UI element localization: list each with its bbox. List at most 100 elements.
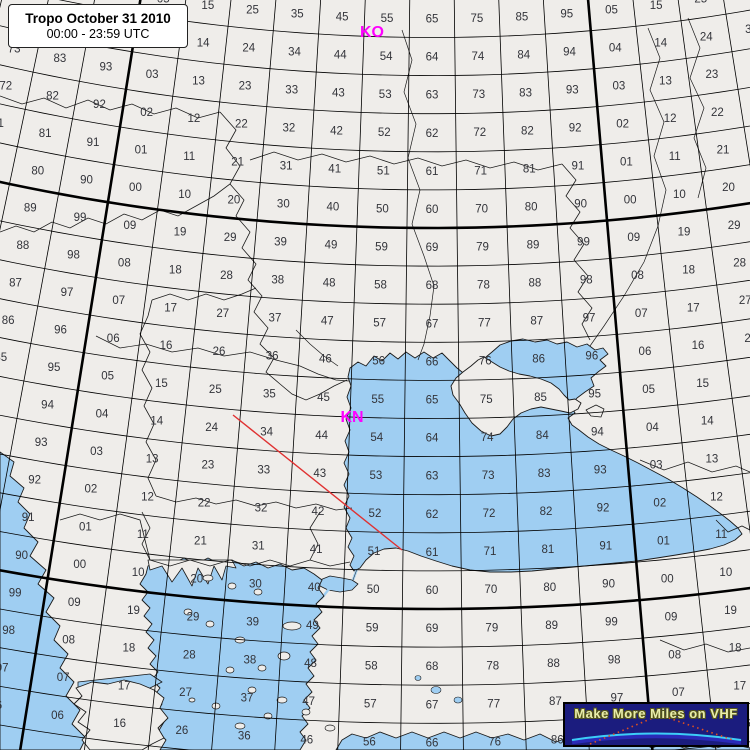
grid-cell-label: 24	[205, 422, 218, 434]
logo-horizon-under	[571, 733, 742, 745]
grid-cell-label: 41	[310, 544, 323, 556]
title-date: Tropo October 31 2010	[25, 11, 171, 26]
grid-cell-label: 00	[624, 194, 637, 206]
grid-cell-label: 96	[54, 325, 67, 337]
grid-cell-label: 27	[739, 295, 750, 307]
grid-cell-label: 44	[334, 49, 347, 61]
grid-cell-label: 36	[266, 350, 279, 362]
grid-cell-label: 92	[93, 99, 106, 111]
grid-cell-label: 58	[374, 280, 387, 292]
grid-cell-label: 95	[48, 362, 61, 374]
border-turkey-east	[659, 639, 750, 653]
grid-cell-label: 23	[239, 81, 252, 93]
island	[257, 664, 267, 672]
island	[282, 621, 302, 631]
grid-cell-label: 01	[620, 156, 633, 168]
grid-cell-label: 76	[488, 737, 501, 749]
coastline	[73, 679, 169, 750]
title-box: Tropo October 31 2010 00:00 - 23:59 UTC	[8, 4, 188, 48]
grid-parallel	[0, 220, 750, 267]
grid-cell-label: 97	[61, 287, 74, 299]
grid-cell-label: 24	[242, 43, 255, 55]
grid-cell-label: 33	[257, 464, 270, 476]
grid-cell-label: 91	[571, 161, 584, 173]
grid-cell-label: 86	[551, 734, 564, 746]
grid-cell-label: 64	[426, 52, 439, 64]
grid-cell-label: 06	[639, 346, 652, 358]
island	[205, 620, 215, 628]
grid-cell-label: 61	[426, 547, 439, 559]
grid-cell-label: 59	[375, 241, 388, 253]
grid-cell-label: 00	[73, 559, 86, 571]
grid-parallel	[0, 259, 750, 305]
grid-cell-label: 34	[288, 47, 301, 59]
grid-cell-label: 19	[174, 227, 187, 239]
grid-cell-label: 49	[306, 620, 319, 632]
grid-cell-label: 82	[521, 125, 534, 137]
grid-cell-label: 82	[540, 506, 553, 518]
field-labels-layer: KO KN	[340, 24, 384, 426]
grid-cell-label: 10	[719, 567, 732, 579]
grid-cell-label: 91	[599, 540, 612, 552]
grid-cell-label: 12	[710, 491, 723, 503]
grid-cell-label: 62	[426, 509, 439, 521]
grid-cell-label: 21	[717, 144, 730, 156]
grid-cell-label: 83	[519, 87, 532, 99]
river-volga-region	[687, 17, 707, 199]
grid-cell-label: 97	[0, 662, 9, 674]
grid-cell-label: 71	[0, 118, 4, 130]
grid-cell-label: 35	[263, 388, 276, 400]
grid-cell-label: 38	[271, 274, 284, 286]
grid-cell-label: 07	[112, 295, 125, 307]
grid-cell-label: 14	[150, 416, 163, 428]
grid-cell-label: 50	[376, 203, 389, 215]
grid-cell-label: 77	[487, 698, 500, 710]
grid-cell-label: 92	[597, 502, 610, 514]
grid-cell-label: 46	[319, 354, 332, 366]
grid-cell-label: 80	[31, 165, 44, 177]
grid-cell-label: 42	[330, 125, 343, 137]
grid-meridian	[677, 0, 750, 534]
grid-meridian	[498, 0, 527, 750]
grid-parallel	[0, 376, 750, 419]
grid-cell-label: 81	[39, 128, 52, 140]
grid-cell-label: 99	[577, 236, 590, 248]
grid-cell-label: 98	[67, 249, 80, 261]
grid-cell-label: 98	[2, 625, 15, 637]
grid-cell-label: 82	[46, 91, 59, 103]
grid-cell-label: 79	[476, 241, 489, 253]
grid-cell-label: 54	[370, 432, 383, 444]
grid-cell-label: 24	[700, 31, 713, 43]
grid-cell-label: 03	[146, 69, 159, 81]
grid-cell-label: 12	[141, 491, 154, 503]
grid-cell-label: 60	[426, 204, 439, 216]
grid-cell-label: 35	[291, 9, 304, 21]
grid-cell-label: 03	[613, 81, 626, 93]
grid-cell-label: 54	[380, 51, 393, 63]
grid-cell-label: 83	[54, 53, 67, 65]
grid-cell-label: 08	[118, 258, 131, 270]
grid-cell-label: 56	[363, 737, 376, 749]
grid-cell-label: 98	[608, 654, 621, 666]
grid-cell-label: 85	[0, 352, 7, 364]
grid-cell-label: 30	[277, 198, 290, 210]
border-moldova	[295, 329, 339, 367]
grid-cell-label: 68	[426, 661, 439, 673]
grid-meridian	[632, 0, 717, 750]
grid-cell-label: 88	[547, 658, 560, 670]
grid-cell-label: 03	[650, 460, 663, 472]
grid-cell-label: 28	[183, 649, 196, 661]
grid-parallel	[0, 337, 750, 381]
grid-cell-label: 11	[183, 151, 195, 163]
coastline	[147, 559, 237, 587]
grid-cell-label: 00	[661, 573, 674, 585]
grid-cell-label: 26	[213, 346, 226, 358]
grid-cell-label: 26	[744, 333, 750, 345]
grid-cell-label: 90	[80, 174, 93, 186]
grid-cell-label: 81	[523, 163, 536, 175]
grid-meridian	[0, 0, 95, 513]
grid-cell-label: 15	[696, 378, 709, 390]
island	[247, 686, 257, 694]
grid-cell-label: 90	[574, 198, 587, 210]
